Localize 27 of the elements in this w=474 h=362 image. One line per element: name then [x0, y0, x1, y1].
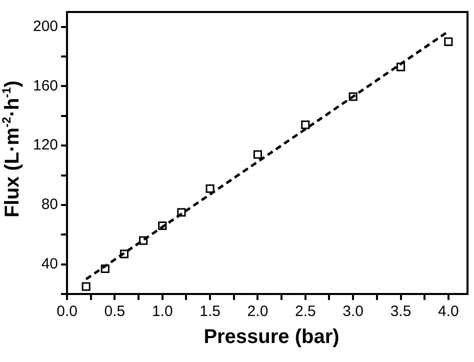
x-tick-label: 1.5	[200, 303, 220, 320]
point	[120, 250, 129, 258]
x-tick-label: 2.0	[247, 303, 268, 320]
x-tick-label: 3.5	[390, 303, 412, 320]
point	[100, 264, 110, 274]
y-tick-label: 160	[32, 77, 58, 94]
point	[348, 92, 358, 101]
x-tick-label: 4.0	[438, 303, 459, 320]
x-tick-label: 1.0	[152, 303, 173, 320]
text: 0.0	[56, 303, 78, 320]
point	[139, 236, 148, 245]
x-tick-label: 2.5	[294, 303, 316, 320]
y-tick-label: 80	[41, 196, 58, 214]
x-tick-label: 0.5	[104, 303, 126, 320]
point	[177, 208, 186, 217]
point	[396, 62, 406, 72]
point	[253, 150, 262, 159]
point	[158, 221, 167, 230]
point	[206, 184, 214, 193]
x-axis-title: Pressure (bar)	[202, 326, 340, 349]
y-tick-label: 120	[32, 136, 58, 154]
x-tick-label: 3.0	[342, 303, 364, 320]
point	[301, 120, 310, 130]
point	[444, 37, 453, 46]
y-tick-label: 40	[41, 255, 58, 272]
y-tick-label: 200	[32, 18, 58, 35]
point	[82, 282, 90, 291]
